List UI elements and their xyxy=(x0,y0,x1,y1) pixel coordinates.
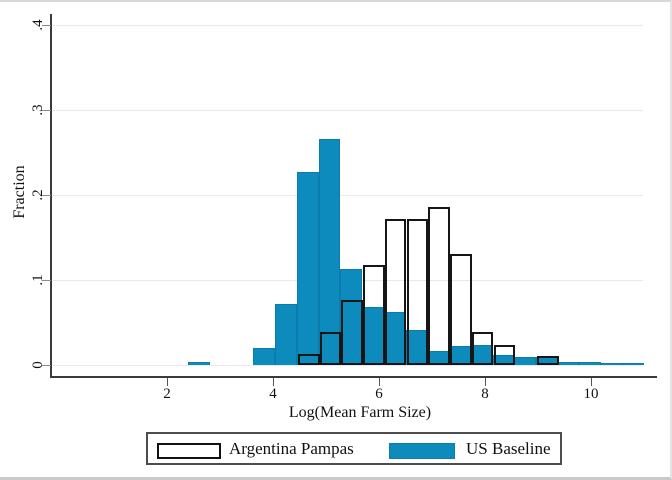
x-tick-10 xyxy=(591,378,592,386)
legend-label-argentina-pampas: Argentina Pampas xyxy=(229,439,354,458)
gridline-y-0.3 xyxy=(53,110,643,111)
x-tick-6 xyxy=(379,378,380,386)
histogram-bar-us-baseline xyxy=(296,172,319,365)
x-tick-label-6: 6 xyxy=(375,386,383,402)
histogram-bar-argentina-pampas xyxy=(471,331,494,365)
y-axis-line xyxy=(50,14,52,378)
histogram-bar-argentina-pampas xyxy=(319,331,342,365)
histogram-bar-us-baseline xyxy=(188,362,210,365)
histogram-bar-us-baseline xyxy=(622,363,645,365)
legend-swatch-us-baseline xyxy=(389,443,455,459)
x-axis-line xyxy=(50,376,657,378)
histogram-bar-argentina-pampas xyxy=(428,206,450,365)
histogram-bar-argentina-pampas xyxy=(450,253,472,365)
x-tick-label-10: 10 xyxy=(583,386,599,402)
y-tick-0.3 xyxy=(42,110,51,111)
histogram-bar-us-baseline xyxy=(275,303,297,365)
legend: Argentina Pampas US Baseline xyxy=(146,432,562,465)
gridline-y-0 xyxy=(53,365,643,366)
y-tick-0.4 xyxy=(42,25,51,26)
x-tick-2 xyxy=(167,378,168,386)
histogram-bar-argentina-pampas xyxy=(384,218,407,365)
histogram-bar-argentina-pampas xyxy=(341,300,364,365)
x-tick-8 xyxy=(485,378,486,386)
gridline-y-0.4 xyxy=(53,25,643,26)
histogram-bar-argentina-pampas xyxy=(363,264,385,365)
x-tick-label-4: 4 xyxy=(269,386,277,402)
histogram-bar-argentina-pampas xyxy=(493,345,516,365)
y-tick-0 xyxy=(42,365,51,366)
histogram-bar-us-baseline xyxy=(579,362,601,365)
x-tick-4 xyxy=(273,378,274,386)
histogram-bar-us-baseline xyxy=(514,357,536,365)
histogram-bar-argentina-pampas xyxy=(406,218,429,365)
histogram-bar-us-baseline xyxy=(253,348,276,365)
x-axis-title: Log(Mean Farm Size) xyxy=(288,404,432,421)
histogram-bar-us-baseline xyxy=(557,361,580,365)
x-tick-label-8: 8 xyxy=(481,386,489,402)
legend-label-us-baseline: US Baseline xyxy=(466,439,551,458)
y-tick-0.2 xyxy=(42,195,51,196)
histogram-bar-argentina-pampas xyxy=(297,353,320,365)
histogram-bar-us-baseline xyxy=(318,138,341,365)
y-axis-title: Fraction xyxy=(11,165,28,219)
x-tick-label-2: 2 xyxy=(163,386,171,402)
y-tick-0.1 xyxy=(42,280,51,281)
histogram-bar-us-baseline xyxy=(601,363,623,365)
legend-swatch-argentina-pampas xyxy=(157,443,221,459)
histogram-bar-argentina-pampas xyxy=(536,355,559,365)
gridline-y-0.2 xyxy=(53,195,643,196)
